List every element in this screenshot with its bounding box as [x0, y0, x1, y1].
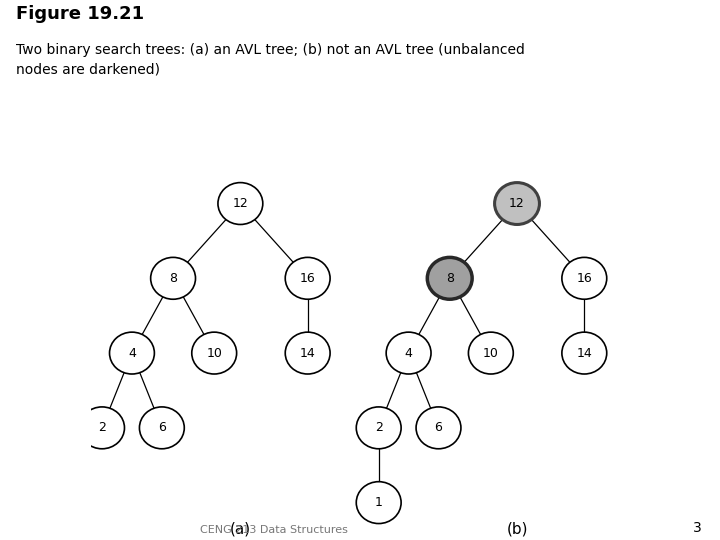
Ellipse shape [285, 332, 330, 374]
Ellipse shape [562, 258, 607, 299]
Text: CENG 213 Data Structures: CENG 213 Data Structures [199, 524, 348, 535]
Text: 3: 3 [693, 521, 702, 535]
Text: (a): (a) [230, 521, 251, 536]
Ellipse shape [427, 258, 472, 299]
Text: 1: 1 [374, 496, 382, 509]
Text: 16: 16 [300, 272, 315, 285]
Text: 14: 14 [577, 347, 592, 360]
Ellipse shape [80, 407, 125, 449]
Text: 8: 8 [169, 272, 177, 285]
Text: 4: 4 [405, 347, 413, 360]
Text: 6: 6 [435, 421, 443, 434]
Text: 12: 12 [509, 197, 525, 210]
Ellipse shape [416, 407, 461, 449]
Ellipse shape [495, 183, 539, 225]
Ellipse shape [356, 482, 401, 524]
Text: 10: 10 [206, 347, 222, 360]
Text: 8: 8 [446, 272, 454, 285]
Text: 10: 10 [483, 347, 499, 360]
Ellipse shape [469, 332, 513, 374]
Ellipse shape [562, 332, 607, 374]
Text: 14: 14 [300, 347, 315, 360]
Text: Two binary search trees: (a) an AVL tree; (b) not an AVL tree (unbalanced
nodes : Two binary search trees: (a) an AVL tree… [16, 43, 525, 77]
Ellipse shape [386, 332, 431, 374]
Text: 6: 6 [158, 421, 166, 434]
Ellipse shape [140, 407, 184, 449]
Text: Figure 19.21: Figure 19.21 [16, 5, 144, 23]
Text: 2: 2 [374, 421, 382, 434]
Text: 4: 4 [128, 347, 136, 360]
Ellipse shape [109, 332, 154, 374]
Text: 16: 16 [577, 272, 592, 285]
Ellipse shape [356, 407, 401, 449]
Ellipse shape [192, 332, 237, 374]
Ellipse shape [285, 258, 330, 299]
Text: 2: 2 [98, 421, 106, 434]
Ellipse shape [150, 258, 196, 299]
Text: 12: 12 [233, 197, 248, 210]
Ellipse shape [218, 183, 263, 225]
Text: (b): (b) [506, 521, 528, 536]
